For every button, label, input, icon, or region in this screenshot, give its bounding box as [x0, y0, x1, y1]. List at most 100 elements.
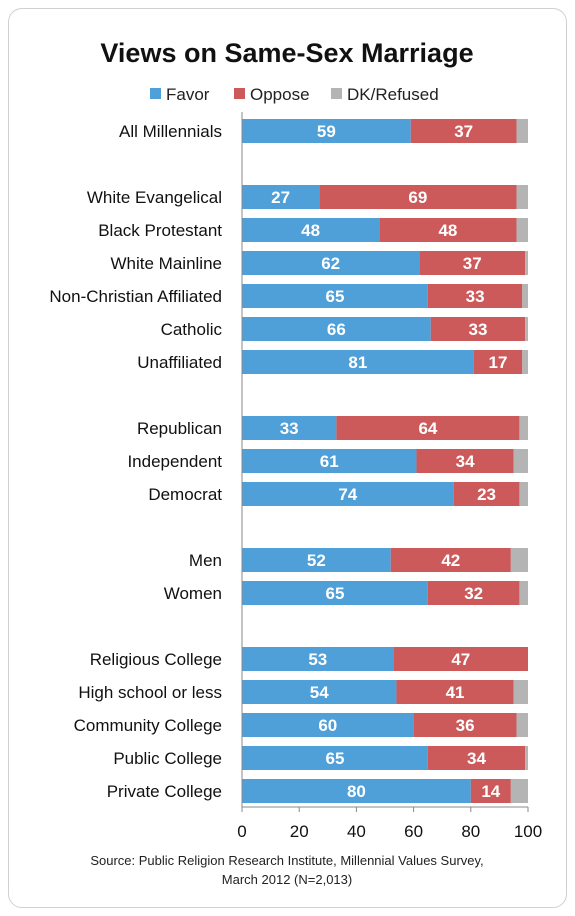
bar-dk-community-college — [516, 713, 528, 737]
bar-oppose-republican — [336, 416, 520, 440]
value-label-favor-unaffiliated: 81 — [348, 353, 367, 372]
bar-dk-non-christian-affiliated — [522, 284, 528, 308]
value-label-oppose-public-college: 34 — [467, 749, 486, 768]
category-label-religious-college: Religious College — [90, 650, 222, 669]
value-label-oppose-catholic: 33 — [468, 320, 487, 339]
bar-oppose-all-millennials — [410, 119, 517, 143]
value-label-oppose-non-christian-affiliated: 33 — [466, 287, 485, 306]
bar-dk-white-evangelical — [516, 185, 528, 209]
category-label-unaffiliated: Unaffiliated — [137, 353, 222, 372]
bar-favor-democrat — [242, 482, 454, 506]
value-label-favor-republican: 33 — [280, 419, 299, 438]
category-label-high-school-or-less: High school or less — [78, 683, 222, 702]
value-label-favor-public-college: 65 — [325, 749, 344, 768]
bar-dk-public-college — [525, 746, 528, 770]
value-label-favor-white-mainline: 62 — [321, 254, 340, 273]
bar-favor-republican — [242, 416, 337, 440]
bar-favor-high-school-or-less — [242, 680, 397, 704]
bar-oppose-unaffiliated — [473, 350, 523, 374]
bar-oppose-community-college — [413, 713, 517, 737]
value-label-oppose-men: 42 — [441, 551, 460, 570]
value-label-oppose-white-mainline: 37 — [463, 254, 482, 273]
bar-favor-public-college — [242, 746, 428, 770]
bar-dk-men — [510, 548, 528, 572]
bar-favor-women — [242, 581, 428, 605]
bar-favor-all-millennials — [242, 119, 411, 143]
value-label-favor-men: 52 — [307, 551, 326, 570]
value-label-oppose-community-college: 36 — [456, 716, 475, 735]
category-label-women: Women — [164, 584, 222, 603]
value-label-oppose-women: 32 — [464, 584, 483, 603]
bar-oppose-men — [390, 548, 511, 572]
value-label-favor-religious-college: 53 — [308, 650, 327, 669]
category-label-black-protestant: Black Protestant — [98, 221, 222, 240]
bar-oppose-religious-college — [393, 647, 528, 671]
category-label-independent: Independent — [127, 452, 222, 471]
x-tick-label-40: 40 — [347, 822, 366, 841]
value-label-favor-private-college: 80 — [347, 782, 366, 801]
bar-favor-white-evangelical — [242, 185, 320, 209]
category-label-white-evangelical: White Evangelical — [87, 188, 222, 207]
bar-dk-democrat — [519, 482, 528, 506]
bar-dk-high-school-or-less — [513, 680, 528, 704]
value-label-favor-catholic: 66 — [327, 320, 346, 339]
value-label-favor-democrat: 74 — [338, 485, 357, 504]
bar-oppose-high-school-or-less — [396, 680, 514, 704]
bar-favor-private-college — [242, 779, 471, 803]
bar-oppose-independent — [416, 449, 514, 473]
value-label-oppose-high-school-or-less: 41 — [446, 683, 465, 702]
bar-oppose-private-college — [470, 779, 511, 803]
bar-oppose-black-protestant — [379, 218, 517, 242]
source-line-2: March 2012 (N=2,013) — [222, 872, 352, 887]
legend: Favor Oppose DK/Refused — [150, 85, 439, 104]
category-label-private-college: Private College — [107, 782, 222, 801]
bar-favor-catholic — [242, 317, 431, 341]
category-label-community-college: Community College — [74, 716, 222, 735]
value-label-oppose-republican: 64 — [418, 419, 437, 438]
x-tick-label-0: 0 — [237, 822, 246, 841]
value-label-favor-black-protestant: 48 — [301, 221, 320, 240]
category-label-republican: Republican — [137, 419, 222, 438]
bar-oppose-catholic — [430, 317, 526, 341]
category-labels: All Millennials White Evangelical Black Pr… — [49, 122, 222, 801]
value-label-oppose-religious-college: 47 — [451, 650, 470, 669]
category-label-all-millennials: All Millennials — [119, 122, 222, 141]
x-tick-label-100: 100 — [514, 822, 542, 841]
bar-oppose-democrat — [453, 482, 520, 506]
bar-favor-independent — [242, 449, 417, 473]
bar-dk-private-college — [510, 779, 528, 803]
legend-label-favor: Favor — [166, 85, 210, 104]
value-label-favor-all-millennials: 59 — [317, 122, 336, 141]
x-tick-label-20: 20 — [290, 822, 309, 841]
legend-label-dk-refused: DK/Refused — [347, 85, 439, 104]
value-label-oppose-independent: 34 — [456, 452, 475, 471]
bar-oppose-non-christian-affiliated — [427, 284, 523, 308]
value-label-favor-women: 65 — [325, 584, 344, 603]
category-label-white-mainline: White Mainline — [111, 254, 223, 273]
value-label-oppose-all-millennials: 37 — [454, 122, 473, 141]
bar-dk-independent — [513, 449, 528, 473]
value-label-oppose-democrat: 23 — [477, 485, 496, 504]
bar-favor-men — [242, 548, 391, 572]
bar-favor-non-christian-affiliated — [242, 284, 428, 308]
legend-swatch-dk-refused — [331, 88, 342, 99]
legend-swatch-favor — [150, 88, 161, 99]
value-label-oppose-unaffiliated: 17 — [489, 353, 508, 372]
category-label-public-college: Public College — [113, 749, 222, 768]
x-axis: 0 20 40 60 80 100 — [237, 112, 542, 841]
bar-dk-republican — [519, 416, 528, 440]
bar-favor-community-college — [242, 713, 414, 737]
value-label-favor-high-school-or-less: 54 — [310, 683, 329, 702]
bar-oppose-public-college — [427, 746, 526, 770]
category-label-non-christian-affiliated: Non-Christian Affiliated — [49, 287, 222, 306]
value-label-oppose-private-college: 14 — [481, 782, 500, 801]
bar-oppose-white-evangelical — [319, 185, 517, 209]
bar-oppose-women — [427, 581, 520, 605]
x-tick-label-80: 80 — [461, 822, 480, 841]
bar-oppose-white-mainline — [419, 251, 526, 275]
bar-dk-all-millennials — [516, 119, 528, 143]
legend-label-oppose: Oppose — [250, 85, 310, 104]
source-line-1: Source: Public Religion Research Institu… — [90, 853, 483, 868]
